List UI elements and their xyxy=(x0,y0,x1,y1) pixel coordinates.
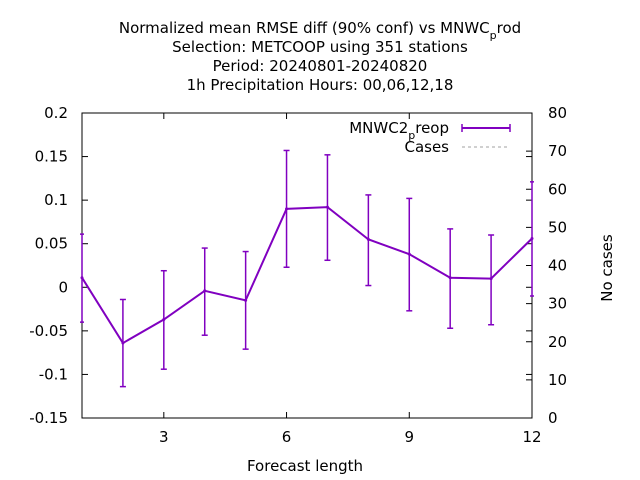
title-line-4: 1h Precipitation Hours: 00,06,12,18 xyxy=(187,76,454,94)
data-point xyxy=(121,341,125,345)
y2-axis-label: No cases xyxy=(598,234,616,302)
legend: MNWC2preop Cases xyxy=(349,119,511,156)
y2-tick-label: 60 xyxy=(548,180,567,198)
y2-tick-label: 50 xyxy=(548,218,567,236)
x-axis: 3 6 9 12 xyxy=(159,113,542,446)
data-point xyxy=(285,207,289,211)
data-point xyxy=(489,277,493,281)
data-point xyxy=(244,298,248,302)
x-tick-label: 12 xyxy=(522,428,541,446)
y-tick-label: 0.2 xyxy=(44,104,68,122)
data-point xyxy=(162,318,166,322)
data-point xyxy=(80,276,84,280)
series-line xyxy=(81,206,533,345)
data-point xyxy=(366,237,370,241)
y-axis: 0.2 0.15 0.1 0.05 0 -0.05 -0.1 -0.15 xyxy=(29,104,532,427)
y2-tick-label: 40 xyxy=(548,257,567,275)
title-line-2: Selection: METCOOP using 351 stations xyxy=(172,38,468,56)
series-mnwc2-preop xyxy=(80,149,534,388)
x-tick-label: 6 xyxy=(282,428,292,446)
data-point xyxy=(448,276,452,280)
data-point xyxy=(407,252,411,256)
y2-tick-label: 80 xyxy=(548,104,567,122)
y2-tick-label: 30 xyxy=(548,295,567,313)
data-point xyxy=(203,289,207,293)
y-tick-label: -0.05 xyxy=(29,322,68,340)
y-tick-label: -0.1 xyxy=(39,365,68,383)
y-tick-label: -0.15 xyxy=(29,409,68,427)
y2-tick-label: 10 xyxy=(548,371,567,389)
y-tick-label: 0.15 xyxy=(35,148,68,166)
x-tick-label: 3 xyxy=(159,428,169,446)
y-tick-label: 0 xyxy=(58,278,68,296)
data-point xyxy=(530,236,534,240)
y2-tick-label: 70 xyxy=(548,142,567,160)
y-tick-label: 0.05 xyxy=(35,235,68,253)
legend-label-mnwc2: MNWC2preop xyxy=(349,119,449,142)
legend-swatch-mnwc2 xyxy=(461,124,511,132)
legend-label-cases: Cases xyxy=(404,138,449,156)
chart-title: Normalized mean RMSE diff (90% conf) vs … xyxy=(119,19,521,94)
y-tick-label: 0.1 xyxy=(44,191,68,209)
x-tick-label: 9 xyxy=(404,428,414,446)
y2-tick-label: 20 xyxy=(548,333,567,351)
title-line-3: Period: 20240801-20240820 xyxy=(213,57,428,75)
y2-tick-label: 0 xyxy=(548,409,558,427)
x-axis-label: Forecast length xyxy=(247,457,363,475)
data-point xyxy=(325,205,329,209)
y2-axis: 80 70 60 50 40 30 20 10 0 xyxy=(526,104,567,427)
title-line-1: Normalized mean RMSE diff (90% conf) vs … xyxy=(119,19,521,42)
